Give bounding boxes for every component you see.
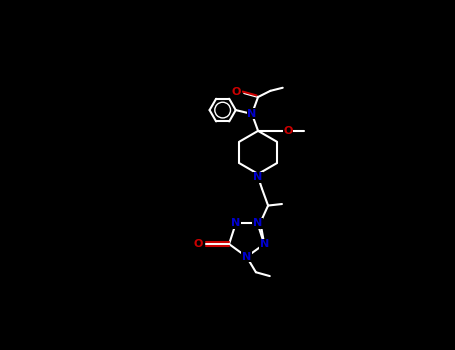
Text: N: N (231, 218, 240, 229)
Text: O: O (232, 86, 241, 97)
Text: O: O (283, 126, 293, 136)
Text: N: N (242, 252, 251, 262)
Text: N: N (260, 239, 269, 249)
Text: O: O (193, 239, 203, 249)
Text: N: N (253, 218, 262, 229)
Text: N: N (248, 109, 257, 119)
Text: N: N (253, 172, 263, 182)
